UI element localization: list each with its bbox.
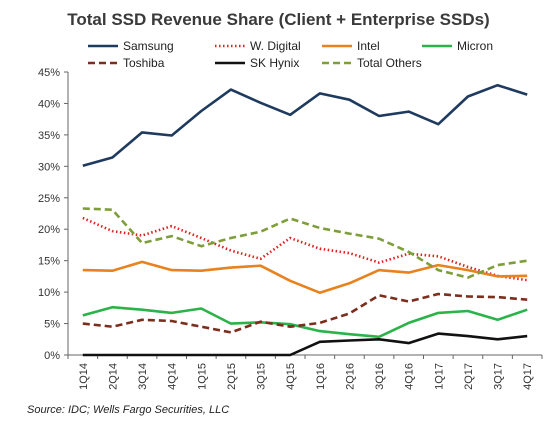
x-tick-label: 1Q16 (315, 363, 327, 390)
x-tick-label: 2Q16 (344, 363, 356, 390)
legend-label-intel: Intel (357, 39, 380, 53)
x-tick-label: 2Q14 (107, 363, 119, 390)
legend-label-toshiba: Toshiba (123, 56, 165, 70)
x-tick-label: 3Q16 (374, 363, 386, 390)
x-tick-label: 1Q15 (196, 363, 208, 390)
legend-label-sk-hynix: SK Hynix (250, 56, 299, 70)
x-tick-label: 3Q17 (493, 363, 505, 390)
x-tick-label: 4Q16 (404, 363, 416, 390)
x-tick-label: 1Q14 (78, 363, 90, 390)
x-tick-label: 1Q17 (433, 363, 445, 390)
legend: Samsung W. Digital Intel Micron Toshiba SK Hy… (88, 39, 493, 70)
y-tick-label: 0% (44, 350, 60, 362)
legend-label-samsung: Samsung (123, 39, 174, 53)
y-tick-label: 10% (38, 287, 60, 299)
series-line-w-digital (82, 216, 528, 282)
series-line-intel (82, 260, 528, 295)
y-tick-label: 35% (38, 130, 60, 142)
series-layer (82, 83, 528, 357)
source-note: Source: IDC; Wells Fargo Securities, LLC (27, 404, 230, 416)
x-tick-label: 4Q15 (285, 363, 297, 390)
x-tick-label: 3Q14 (137, 363, 149, 390)
y-tick-label: 25% (38, 193, 60, 205)
legend-label-total-others: Total Others (357, 56, 422, 70)
y-tick-label: 30% (38, 161, 60, 173)
series-line-samsung (82, 83, 528, 167)
x-tick-label: 3Q15 (256, 363, 268, 390)
y-tick-label: 45% (38, 67, 60, 79)
x-tick-label: 2Q17 (463, 363, 475, 390)
chart-title: Total SSD Revenue Share (Client + Enterp… (67, 10, 490, 29)
y-tick-label: 15% (38, 256, 60, 268)
y-tick-label: 40% (38, 98, 60, 110)
axes: 0% 5% 10% 15% 20% 25% 30% 35% 40% 45% 1Q14 2Q14 3Q14… (38, 67, 543, 390)
y-tick-label: 20% (38, 224, 60, 236)
series-line-micron (82, 305, 528, 339)
x-tick-label: 2Q15 (226, 363, 238, 390)
series-line-sk-hynix (82, 332, 528, 357)
legend-label-w-digital: W. Digital (250, 39, 301, 53)
series-line-toshiba (82, 292, 528, 334)
x-tick-label: 4Q17 (522, 363, 534, 390)
legend-label-micron: Micron (457, 39, 493, 53)
x-tick-label: 4Q14 (167, 363, 179, 390)
series-line-total-others (82, 207, 528, 279)
y-tick-label: 5% (44, 319, 60, 331)
